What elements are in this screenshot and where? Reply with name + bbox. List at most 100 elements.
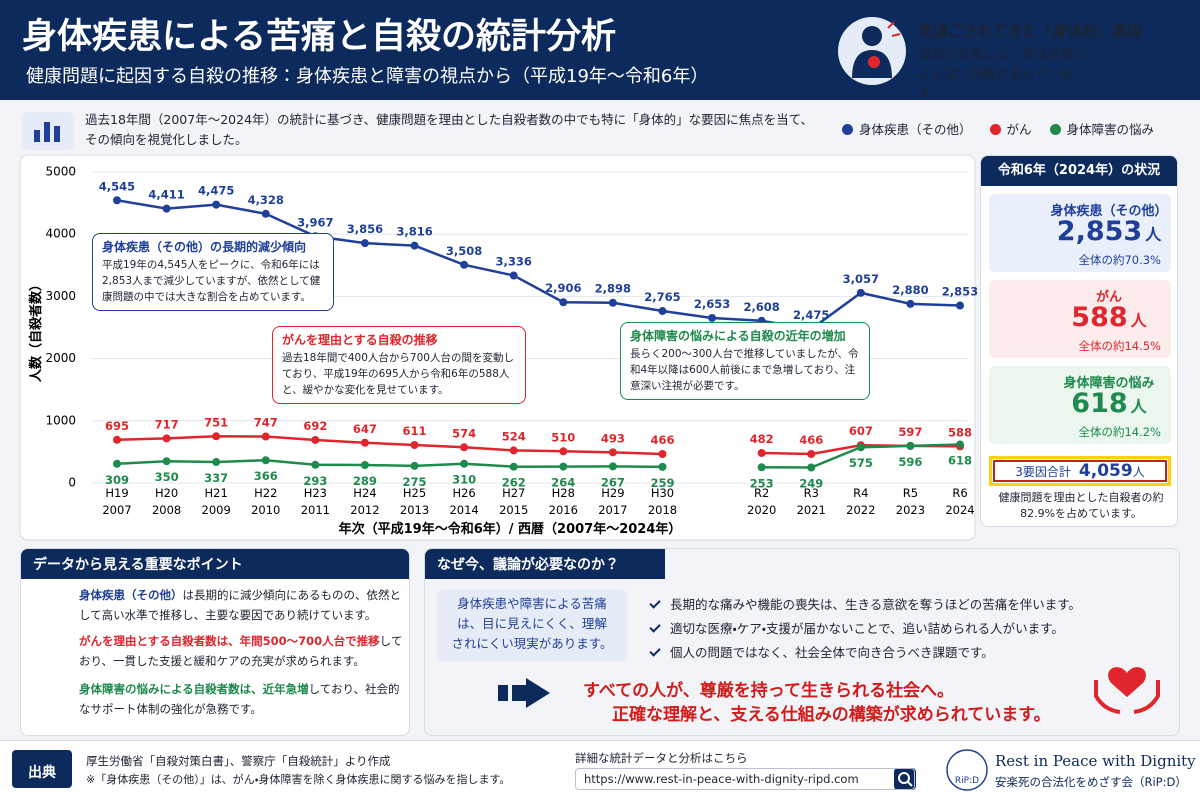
data-label: 262 xyxy=(502,476,526,490)
data-label: 607 xyxy=(849,424,873,438)
data-point xyxy=(708,313,717,322)
y-tick-label: 0 xyxy=(68,476,76,490)
data-point xyxy=(212,200,221,209)
x-tick-year: 2018 xyxy=(648,503,677,517)
x-tick-label: H23 xyxy=(304,486,327,500)
x-tick-year: 2020 xyxy=(747,503,776,517)
data-point xyxy=(162,457,171,466)
x-tick-year: 2010 xyxy=(251,503,280,517)
x-tick-year: 2015 xyxy=(499,503,528,517)
annotation-title: 身体疾患（その他）の長期的減少傾向 xyxy=(102,240,307,254)
data-label: 309 xyxy=(105,473,129,487)
x-tick-label: H21 xyxy=(205,486,228,500)
data-point xyxy=(608,462,617,471)
org-sub: 安楽死の合法化をめざす会（RiP:D） xyxy=(995,775,1187,789)
data-label: 611 xyxy=(403,424,427,438)
data-point xyxy=(757,449,766,458)
x-tick-year: 2021 xyxy=(797,503,826,517)
point-strong: がんを理由とする自殺者数は、年間500〜700人台で推移 xyxy=(79,634,380,648)
x-tick-label: H30 xyxy=(651,486,674,500)
x-tick-label: H19 xyxy=(105,486,128,500)
why-box: なぜ今、議論が必要なのか？ 身体疾患や障害による苦痛は、目に見えにくく、理解され… xyxy=(424,548,1180,736)
data-point xyxy=(956,440,964,449)
data-label: 751 xyxy=(204,415,228,429)
status-share: 全体の約14.5% xyxy=(1078,339,1161,353)
data-point xyxy=(807,450,816,459)
data-label: 695 xyxy=(105,419,129,433)
x-tick-year: 2012 xyxy=(350,503,379,517)
x-tick-year: 2016 xyxy=(549,503,578,517)
header-card-text: 自殺の背景には、身体疾患による深い苦痛が潜んでいます。 xyxy=(918,48,1088,101)
data-point xyxy=(212,458,221,467)
status-card: 身体障害の悩み 618 人 全体の約14.2% xyxy=(989,366,1171,444)
status-card: 身体疾患（その他） 2,853 人 全体の約70.3% xyxy=(989,194,1171,272)
x-tick-label: R3 xyxy=(804,486,819,500)
data-point xyxy=(608,298,617,307)
data-point xyxy=(658,450,667,459)
x-tick-year: 2013 xyxy=(400,503,429,517)
status-value: 588 xyxy=(1071,302,1128,333)
data-point xyxy=(956,301,964,310)
status-total: 3要因合計 4,059人 xyxy=(989,456,1171,486)
link-label: 詳細な統計データと分析はこちら xyxy=(575,751,748,765)
data-label: 4,545 xyxy=(99,179,135,193)
url[interactable]: https://www.rest-in-peace-with-dignity-r… xyxy=(575,768,915,790)
x-tick-label: H29 xyxy=(601,486,624,500)
point-text: しており、社会的なサポート体制の強化が急務です。 xyxy=(79,682,400,716)
data-label: 524 xyxy=(502,429,526,443)
total-text: 健康問題を理由とした自殺者の約82.9%を占めています。 xyxy=(998,491,1164,520)
header-card-title: 見過ごされてきた「身体的」要因 xyxy=(918,22,1143,40)
logo-text: RiP:D xyxy=(955,776,979,786)
note: ※「身体疾患（その他）」は、がん・身体障害を除く身体疾患に関する悩みを指します。 xyxy=(86,773,511,786)
annotation-text: 平成19年の4,545人をピークに、令和6年には2,853人まで減少していますが… xyxy=(102,259,321,303)
point: 身体障害の悩みによる自殺者数は、近年急増しており、社会的なサポート体制の強化が急… xyxy=(79,679,409,719)
data-point xyxy=(162,434,171,443)
data-label: 588 xyxy=(948,425,972,439)
total-unit: 人 xyxy=(1132,465,1145,479)
why-title: なぜ今、議論が必要なのか？ xyxy=(425,549,665,579)
data-label: 4,411 xyxy=(148,188,184,202)
data-point xyxy=(608,448,617,457)
legend-swatch xyxy=(989,124,1001,135)
data-label: 2,880 xyxy=(892,283,928,297)
y-tick-label: 3000 xyxy=(45,289,76,303)
subtitle: 健康問題に起因する自殺の推移：身体疾患と障害の視点から（平成19年〜令和6年） xyxy=(26,66,709,87)
title: 身体疾患による苦痛と自殺の統計分析 xyxy=(22,17,616,57)
org: Rest in Peace with Dignity xyxy=(995,752,1196,770)
annotation-text: 長らく200〜300人台で推移していましたが、令和4年以降は600人前後にまで急… xyxy=(630,348,859,392)
data-point xyxy=(856,288,865,297)
data-point xyxy=(906,441,915,450)
data-label: 289 xyxy=(353,474,377,488)
status-panel: 令和6年（2024年）の状況 身体疾患（その他） 2,853 人 全体の約70.3… xyxy=(980,155,1178,527)
data-point xyxy=(113,196,121,205)
data-label: 3,856 xyxy=(347,222,383,236)
x-tick-label: H20 xyxy=(155,486,178,500)
data-label: 2,475 xyxy=(793,308,829,322)
total-value: 4,059 xyxy=(1078,461,1133,481)
data-label: 618 xyxy=(948,454,972,468)
data-point xyxy=(410,241,419,250)
data-point xyxy=(460,260,469,269)
x-tick-label: H22 xyxy=(254,486,277,500)
data-point xyxy=(261,456,270,465)
source-label: 出典 xyxy=(28,764,56,781)
x-tick-label: H27 xyxy=(502,486,525,500)
data-label: 575 xyxy=(849,456,873,470)
data-point xyxy=(360,239,369,248)
source: 厚生労働省「自殺対策白書」、警察庁「自殺統計」より作成 xyxy=(86,754,391,768)
x-tick-label: H26 xyxy=(452,486,475,500)
check-item: 長期的な痛みや機能の喪失は、生きる意欲を奪うほどの苦痛を伴います。 xyxy=(650,594,1081,613)
data-point xyxy=(410,461,419,470)
data-label: 466 xyxy=(799,433,823,447)
x-axis-label: 年次（平成19年〜令和6年）/ 西暦（2007年〜2024年） xyxy=(339,521,682,537)
status-card: がん 588 人 全体の約14.5% xyxy=(989,280,1171,358)
data-label: 510 xyxy=(551,430,575,444)
data-point xyxy=(360,461,369,470)
data-point xyxy=(311,460,320,469)
data-point xyxy=(311,435,320,444)
data-point xyxy=(658,307,667,316)
legend-label: 身体障害の悩み xyxy=(1066,122,1155,137)
status-unit: 人 xyxy=(1130,397,1147,416)
check-item: 適切な医療・ケア・支援が届かないことで、追い詰められる人がいます。 xyxy=(650,618,1064,637)
data-label: 2,906 xyxy=(545,281,581,295)
